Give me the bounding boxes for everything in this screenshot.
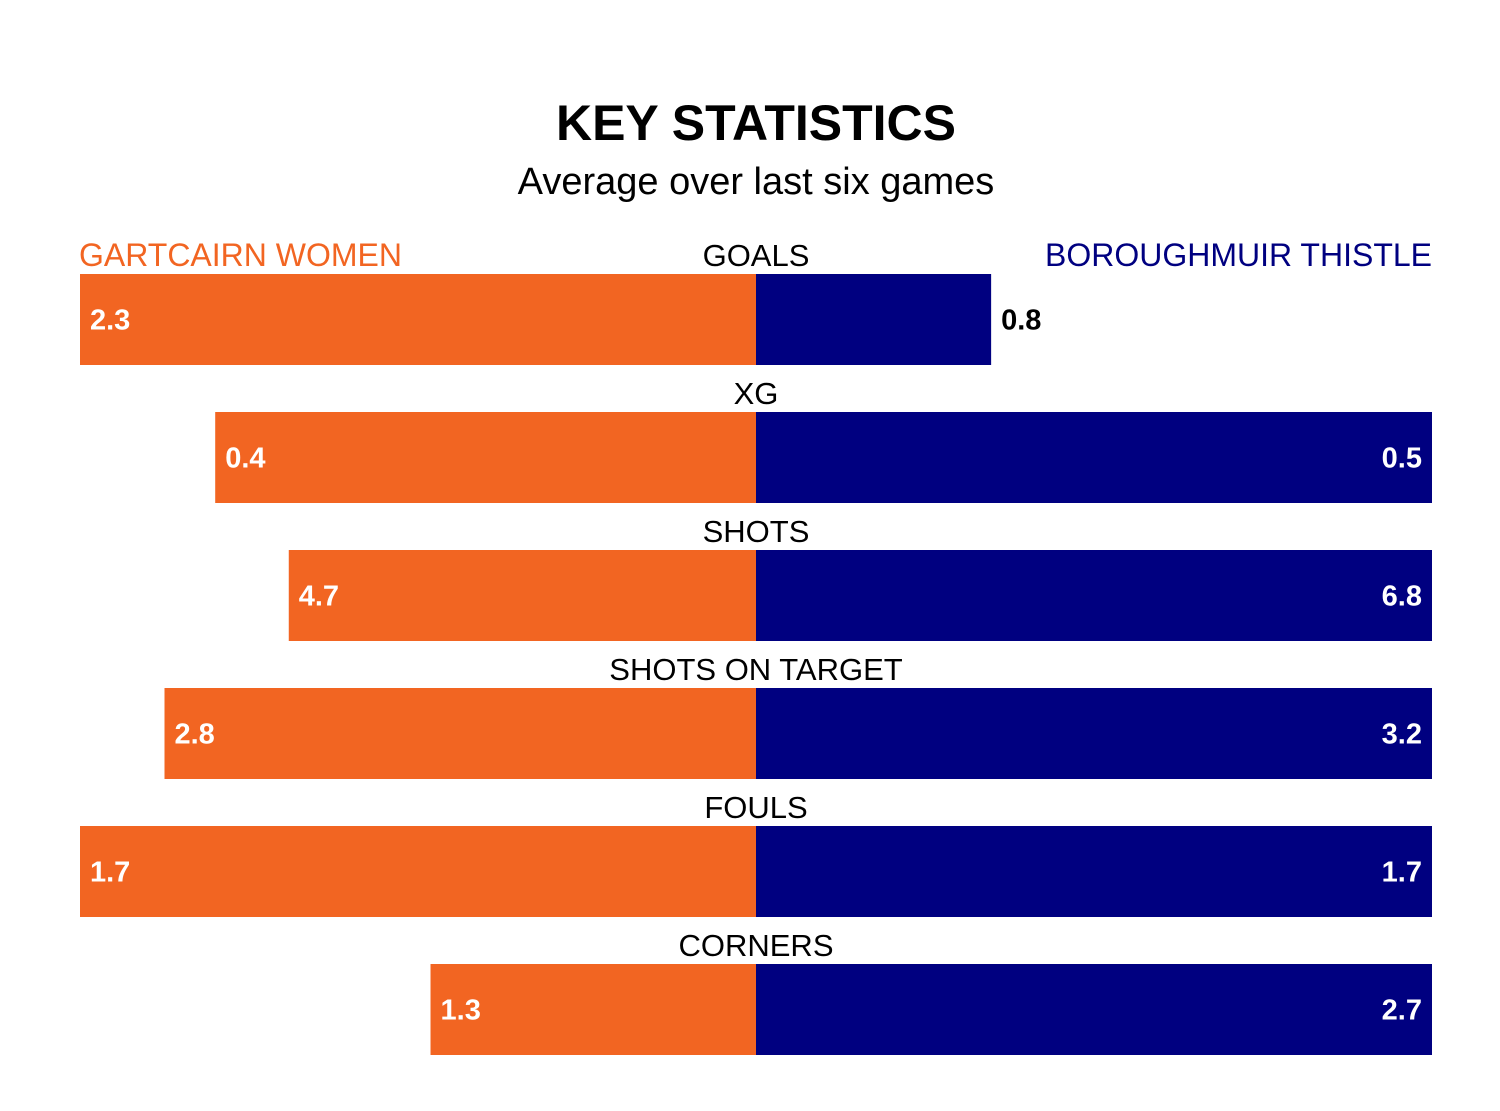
away-bar — [756, 964, 1432, 1055]
category-label: FOULS — [704, 790, 807, 825]
home-value-label: 1.7 — [90, 857, 130, 889]
home-value-label: 2.3 — [90, 305, 130, 337]
away-bar — [756, 826, 1432, 917]
home-value-label: 2.8 — [175, 719, 215, 751]
category-label: SHOTS ON TARGET — [609, 652, 902, 687]
away-bar — [756, 274, 992, 365]
home-value-label: 0.4 — [225, 443, 265, 475]
away-value-label: 6.8 — [1382, 581, 1422, 613]
home-bar — [215, 412, 756, 503]
away-value-label: 0.8 — [1001, 305, 1041, 337]
home-value-label: 4.7 — [299, 581, 339, 613]
away-bar — [756, 688, 1432, 779]
category-label: SHOTS — [703, 514, 810, 549]
category-label: XG — [734, 376, 779, 411]
away-value-label: 3.2 — [1382, 719, 1422, 751]
home-bar — [288, 550, 756, 641]
home-bar — [80, 826, 756, 917]
away-bar — [756, 550, 1432, 641]
home-value-label: 1.3 — [441, 995, 481, 1027]
home-team-label: GARTCAIRN WOMEN — [79, 237, 402, 273]
away-team-label: BOROUGHMUIR THISTLE — [1045, 237, 1432, 273]
away-value-label: 0.5 — [1382, 443, 1422, 475]
home-bar — [164, 688, 756, 779]
stat-rows: GOALS 2.3 0.8 XG 0.4 0.5 SHOTS 4.7 6.8 SHOTS ON T… — [80, 238, 1432, 1055]
away-bar — [756, 412, 1432, 503]
away-value-label: 2.7 — [1382, 995, 1422, 1027]
chart-subtitle: Average over last six games — [518, 161, 995, 203]
category-label: GOALS — [703, 238, 810, 273]
home-bar — [430, 964, 756, 1055]
away-value-label: 1.7 — [1382, 857, 1422, 889]
home-bar — [80, 274, 756, 365]
category-label: CORNERS — [678, 928, 833, 963]
chart-title: KEY STATISTICS — [556, 95, 956, 151]
